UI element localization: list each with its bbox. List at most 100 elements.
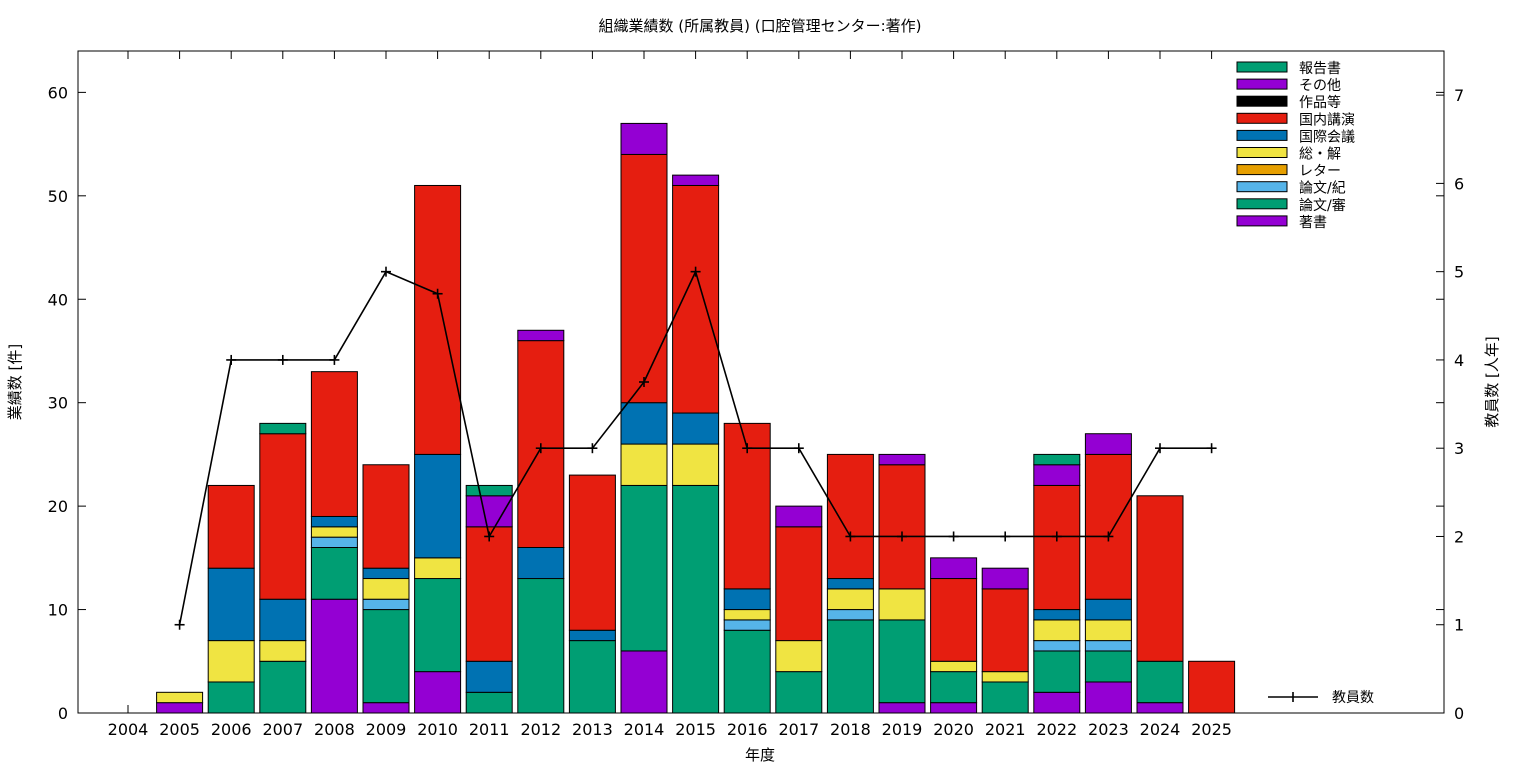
bar-segment (1033, 640, 1081, 652)
bar-segment (414, 453, 462, 559)
bar-segment (723, 619, 771, 631)
legend-swatch (1236, 78, 1288, 90)
x-tick-label: 2013 (572, 720, 613, 739)
y-tick-label: 40 (48, 290, 68, 309)
bar-segment (723, 588, 771, 611)
bar-segment (310, 515, 358, 528)
bar-segment (517, 578, 565, 714)
legend-label: 国際会議 (1299, 128, 1355, 145)
bar-segment (362, 609, 410, 704)
x-tick-label: 2025 (1191, 720, 1232, 739)
y-tick-label: 60 (48, 83, 68, 102)
bar-segment (981, 588, 1029, 673)
bar-segment (672, 484, 720, 714)
bar-segment (259, 422, 307, 435)
bar-layer (156, 122, 1236, 714)
bar-segment (259, 640, 307, 662)
bar-segment (775, 640, 823, 673)
bar-segment (672, 184, 720, 414)
bar-segment (1084, 650, 1132, 683)
x-tick-label: 2018 (830, 720, 871, 739)
bar-segment (465, 526, 513, 662)
legend-swatch (1236, 95, 1288, 107)
bar-segment (878, 588, 926, 621)
bar-segment (1136, 660, 1184, 704)
bar-segment (826, 619, 874, 714)
bar-segment (1136, 702, 1184, 714)
y2-tick-label: 1 (1454, 616, 1464, 635)
y2-tick-label: 0 (1454, 704, 1464, 723)
y2-tick-label: 4 (1454, 351, 1464, 370)
bar-segment (620, 484, 668, 652)
x-tick-label: 2024 (1140, 720, 1181, 739)
bar-segment (1084, 681, 1132, 714)
y-axis-label: 業績数 [件] (6, 344, 24, 420)
line-layer (174, 266, 1217, 630)
bar-segment (1084, 640, 1132, 652)
y2-tick-label: 5 (1454, 263, 1464, 282)
bar-segment (826, 453, 874, 580)
legend-label: レター (1299, 164, 1341, 180)
x-tick-label: 2014 (624, 720, 665, 739)
bar-segment (672, 443, 720, 486)
bar-segment (414, 578, 462, 673)
bar-segment (1033, 453, 1081, 466)
legend-swatch (1236, 181, 1288, 193)
bar-segment (310, 536, 358, 548)
bar-segment (826, 578, 874, 590)
legend-label: その他 (1299, 78, 1341, 94)
bar-segment (465, 660, 513, 693)
bar-segment (878, 619, 926, 704)
legend-swatch (1236, 215, 1288, 227)
bar-segment (207, 640, 255, 683)
bar-segment (620, 443, 668, 486)
legend-line-label: 教員数 (1332, 690, 1374, 706)
bar-segment (1084, 598, 1132, 621)
y2-tick-label: 6 (1454, 174, 1464, 193)
bar-segment (1136, 495, 1184, 662)
x-tick-label: 2017 (778, 720, 819, 739)
bar-segment (259, 660, 307, 714)
bar-segment (465, 691, 513, 714)
x-tick-label: 2006 (211, 720, 252, 739)
bar-segment (362, 578, 410, 600)
bar-segment (156, 702, 204, 714)
chart-title: 組織業績数 (所属教員) (口腔管理センター:著作) (598, 17, 921, 35)
bar-segment (723, 609, 771, 621)
legend-swatch (1236, 129, 1288, 141)
bar-segment (620, 122, 668, 155)
bar-segment (1188, 660, 1236, 714)
y-tick-label: 10 (48, 601, 68, 620)
x-axis-label: 年度 (745, 746, 775, 764)
bar-segment (878, 702, 926, 714)
bar-segment (930, 557, 978, 580)
bar-segment (826, 588, 874, 611)
bar-segment (1033, 691, 1081, 714)
y2-tick-label: 3 (1454, 439, 1464, 458)
legend-swatch (1236, 112, 1288, 124)
x-tick-label: 2009 (366, 720, 407, 739)
bar-segment (259, 598, 307, 642)
legend-label: 著書 (1299, 215, 1327, 231)
y-tick-label: 50 (48, 187, 68, 206)
x-tick-label: 2020 (933, 720, 974, 739)
bar-segment (310, 371, 358, 517)
x-tick-label: 2023 (1088, 720, 1129, 739)
bar-segment (568, 474, 616, 631)
bar-segment (775, 526, 823, 642)
x-tick-label: 2019 (882, 720, 923, 739)
bar-segment (1033, 609, 1081, 621)
bar-segment (465, 495, 513, 528)
bar-segment (362, 567, 410, 580)
legend-label: 作品等 (1299, 94, 1341, 111)
x-tick-label: 2010 (417, 720, 458, 739)
bar-segment (207, 567, 255, 642)
legend-label: 総・解 (1299, 147, 1341, 163)
bar-segment (620, 402, 668, 445)
bar-segment (156, 691, 204, 704)
x-tick-label: 2015 (675, 720, 716, 739)
x-tick-label: 2007 (262, 720, 303, 739)
bar-segment (362, 464, 410, 569)
bar-segment (930, 578, 978, 662)
